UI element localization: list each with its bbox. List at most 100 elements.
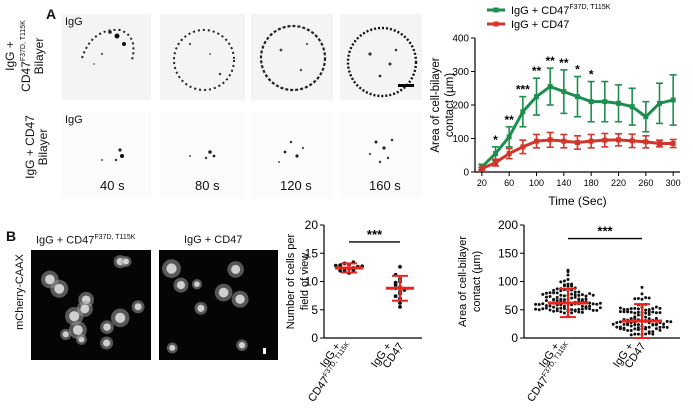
cell-core	[69, 311, 80, 322]
scatter-chart-cells: 0 5 10 15 20 Number of cells per field of view…	[285, 218, 422, 404]
data-point	[547, 84, 553, 90]
data-point	[636, 332, 640, 336]
data-point	[555, 287, 559, 291]
data-point	[658, 325, 662, 329]
data-point	[626, 323, 630, 327]
data-point	[651, 332, 655, 336]
data-point	[647, 308, 651, 312]
legend-sup: F37D, T115K	[569, 4, 610, 11]
data-point	[647, 310, 651, 314]
data-point	[577, 310, 581, 314]
data-point	[577, 297, 581, 301]
x-tick-label: 100	[529, 178, 544, 188]
data-point	[580, 304, 584, 308]
data-point	[633, 311, 637, 315]
data-point	[629, 138, 635, 144]
data-point	[644, 315, 648, 319]
row2-label-line-a: IgG + CD47	[23, 115, 37, 179]
mcherry-label: mCherry-CAAX	[14, 254, 26, 330]
data-point	[622, 310, 626, 314]
data-point	[644, 311, 648, 315]
data-point	[584, 294, 588, 298]
data-point	[573, 309, 577, 313]
data-point	[393, 280, 398, 285]
data-point	[562, 279, 566, 283]
y-tick-label: 300	[452, 67, 469, 78]
data-point	[588, 292, 592, 296]
micro-row1-t4-image	[346, 26, 418, 98]
data-point	[541, 292, 545, 296]
significance-mark: **	[559, 56, 569, 70]
data-point	[570, 308, 574, 312]
data-point	[591, 302, 595, 306]
data-point	[544, 299, 548, 303]
data-point	[636, 313, 640, 317]
data-point	[658, 328, 662, 332]
data-point	[657, 141, 662, 147]
x-axis-label: Time (Sec)	[548, 194, 606, 208]
data-point	[559, 293, 563, 297]
data-point	[651, 307, 655, 311]
data-point	[561, 138, 567, 144]
y-tick-label: 10	[305, 275, 319, 289]
cell-core	[134, 303, 142, 311]
data-point	[520, 109, 526, 115]
y-axis-label: Area of cell-bilayer	[430, 57, 442, 152]
data-point	[665, 319, 669, 323]
panel-b-letter: B	[6, 228, 17, 244]
data-point	[548, 295, 552, 299]
data-point	[618, 310, 622, 314]
y-tick-label: 100	[452, 134, 469, 145]
data-point	[588, 304, 592, 308]
data-point	[580, 307, 584, 311]
data-point	[622, 307, 626, 311]
micro-row2-t2-image	[189, 150, 216, 160]
data-point	[575, 94, 580, 100]
cell-core	[54, 283, 65, 294]
y-tick-label: 5	[311, 303, 318, 317]
data-point	[658, 306, 662, 310]
data-point	[644, 296, 648, 300]
data-point	[562, 307, 566, 311]
data-point	[602, 99, 608, 105]
data-point	[534, 94, 539, 100]
data-point	[658, 311, 662, 315]
data-point	[591, 293, 595, 297]
data-point	[580, 293, 584, 297]
data-point	[552, 291, 556, 295]
data-point	[584, 297, 588, 301]
y-tick-label: 150	[498, 246, 518, 260]
data-point	[640, 297, 644, 301]
data-point	[611, 322, 615, 326]
cell-core	[103, 323, 111, 331]
data-point	[544, 306, 548, 310]
data-point	[552, 305, 556, 309]
data-point	[493, 160, 498, 166]
y-tick-label: 400	[452, 34, 469, 45]
legend-label: IgG + CD47F37D, T115K	[511, 4, 611, 17]
data-point	[573, 295, 577, 299]
cell-core	[44, 274, 55, 285]
data-point	[566, 282, 570, 286]
data-point	[657, 100, 662, 106]
data-point	[570, 311, 574, 315]
data-point	[651, 330, 655, 334]
fluor-image-1	[31, 250, 151, 360]
data-point	[537, 303, 541, 307]
data-point	[577, 307, 581, 311]
image1-title-sup: F37D, T115K	[94, 234, 136, 241]
data-point	[573, 290, 577, 294]
micro-row1-t1: IgG	[62, 14, 151, 100]
y-axis-label-2: contact (µm)	[444, 73, 456, 137]
row2-label-line-b: Bilayer	[36, 128, 50, 166]
significance-mark: ***	[516, 83, 530, 97]
time-label-2: 80 s	[195, 178, 220, 193]
row1-label: IgG + CD47F37D, T115K Bilayer	[3, 8, 46, 104]
data-point	[662, 322, 666, 326]
row2-label: IgG + CD47 Bilayer	[23, 102, 50, 192]
data-point	[552, 298, 556, 302]
data-point	[643, 139, 649, 145]
data-point	[633, 327, 637, 331]
row1-label-sup: F37D, T115K	[20, 20, 27, 62]
legend-marker	[493, 21, 499, 27]
